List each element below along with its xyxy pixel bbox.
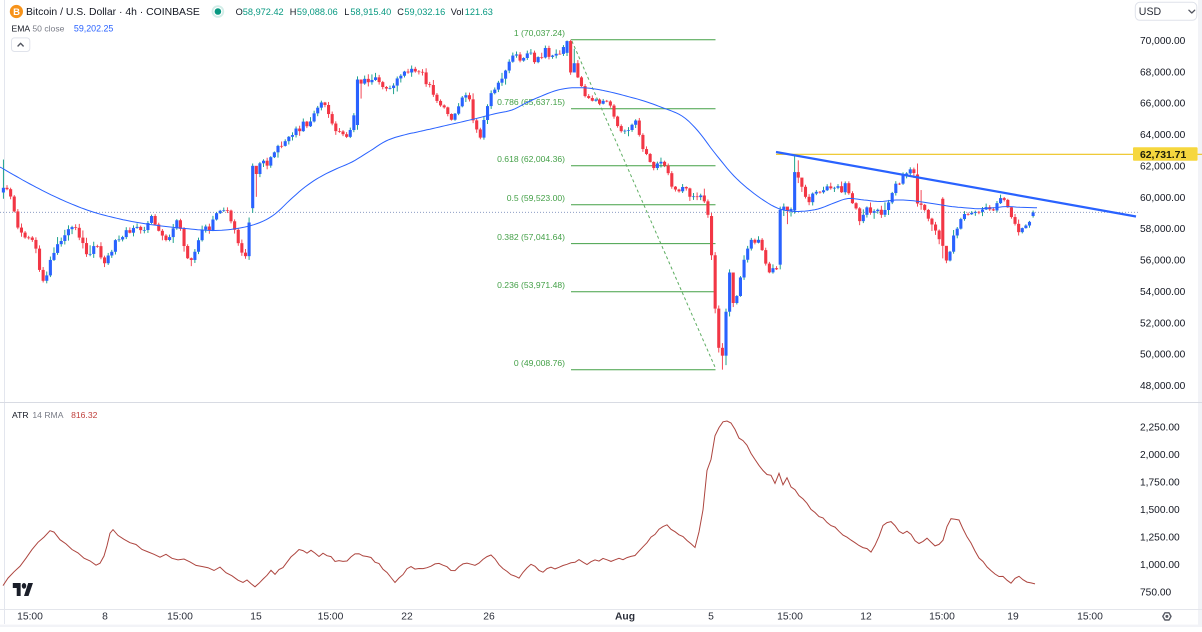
svg-text:ATR: ATR (12, 410, 29, 420)
svg-text:15:00: 15:00 (929, 612, 955, 623)
svg-text:USD: USD (1139, 6, 1162, 18)
svg-text:50,000.00: 50,000.00 (1140, 350, 1186, 361)
svg-text:0 (49,008.76): 0 (49,008.76) (514, 358, 565, 368)
svg-text:EMA: EMA (12, 24, 31, 34)
svg-text:15:00: 15:00 (318, 612, 344, 623)
svg-text:62,731.71: 62,731.71 (1140, 150, 1186, 161)
svg-text:816.32: 816.32 (71, 410, 98, 420)
svg-text:66,000.00: 66,000.00 (1140, 99, 1186, 110)
svg-text:54,000.00: 54,000.00 (1140, 287, 1186, 298)
svg-text:750.00: 750.00 (1140, 588, 1171, 599)
svg-text:L: L (344, 7, 349, 17)
svg-text:1,750.00: 1,750.00 (1140, 478, 1180, 489)
svg-text:0.786 (65,637.15): 0.786 (65,637.15) (497, 97, 565, 107)
svg-text:58,972.42: 58,972.42 (243, 7, 284, 17)
svg-text:5: 5 (708, 612, 714, 623)
svg-text:15:00: 15:00 (17, 612, 43, 623)
svg-text:B: B (13, 7, 20, 18)
svg-text:0.382 (57,041.64): 0.382 (57,041.64) (497, 232, 565, 242)
svg-text:15:00: 15:00 (1077, 612, 1103, 623)
svg-text:19: 19 (1007, 612, 1019, 623)
svg-text:58,915.40: 58,915.40 (350, 7, 391, 17)
svg-text:1,250.00: 1,250.00 (1140, 533, 1180, 544)
svg-text:Aug: Aug (615, 612, 635, 623)
svg-text:O: O (236, 7, 243, 17)
svg-text:0.236 (53,971.48): 0.236 (53,971.48) (497, 280, 565, 290)
svg-text:14 RMA: 14 RMA (32, 410, 63, 420)
svg-text:15:00: 15:00 (167, 612, 193, 623)
svg-text:0.5 (59,523.00): 0.5 (59,523.00) (507, 193, 565, 203)
svg-text:1 (70,037.24): 1 (70,037.24) (514, 28, 565, 38)
svg-text:62,000.00: 62,000.00 (1140, 161, 1186, 172)
svg-text:H: H (290, 7, 297, 17)
svg-text:C: C (397, 7, 404, 17)
svg-text:Vol: Vol (451, 7, 464, 17)
svg-text:26: 26 (483, 612, 495, 623)
svg-text:60,000.00: 60,000.00 (1140, 193, 1186, 204)
svg-text:48,000.00: 48,000.00 (1140, 381, 1186, 392)
svg-text:1,000.00: 1,000.00 (1140, 560, 1180, 571)
svg-text:2,250.00: 2,250.00 (1140, 423, 1180, 434)
svg-text:22: 22 (401, 612, 413, 623)
svg-text:64,000.00: 64,000.00 (1140, 130, 1186, 141)
svg-text:59,088.06: 59,088.06 (297, 7, 338, 17)
svg-text:8: 8 (102, 612, 108, 623)
svg-text:58,000.00: 58,000.00 (1140, 224, 1186, 235)
svg-text:59,032.16: 59,032.16 (404, 7, 445, 17)
svg-text:Bitcoin / U.S. Dollar · 4h · C: Bitcoin / U.S. Dollar · 4h · COINBASE (26, 7, 200, 18)
svg-text:121.63: 121.63 (465, 7, 493, 17)
svg-text:52,000.00: 52,000.00 (1140, 318, 1186, 329)
svg-text:0.618 (62,004.36): 0.618 (62,004.36) (497, 154, 565, 164)
svg-text:70,000.00: 70,000.00 (1140, 36, 1186, 47)
svg-text:68,000.00: 68,000.00 (1140, 67, 1186, 78)
svg-text:15:00: 15:00 (777, 612, 803, 623)
svg-text:15: 15 (250, 612, 262, 623)
svg-text:50 close: 50 close (32, 24, 64, 34)
svg-text:12: 12 (860, 612, 872, 623)
svg-text:56,000.00: 56,000.00 (1140, 256, 1186, 267)
svg-text:1,500.00: 1,500.00 (1140, 505, 1180, 516)
svg-text:59,202.25: 59,202.25 (74, 24, 114, 34)
svg-text:2,000.00: 2,000.00 (1140, 450, 1180, 461)
